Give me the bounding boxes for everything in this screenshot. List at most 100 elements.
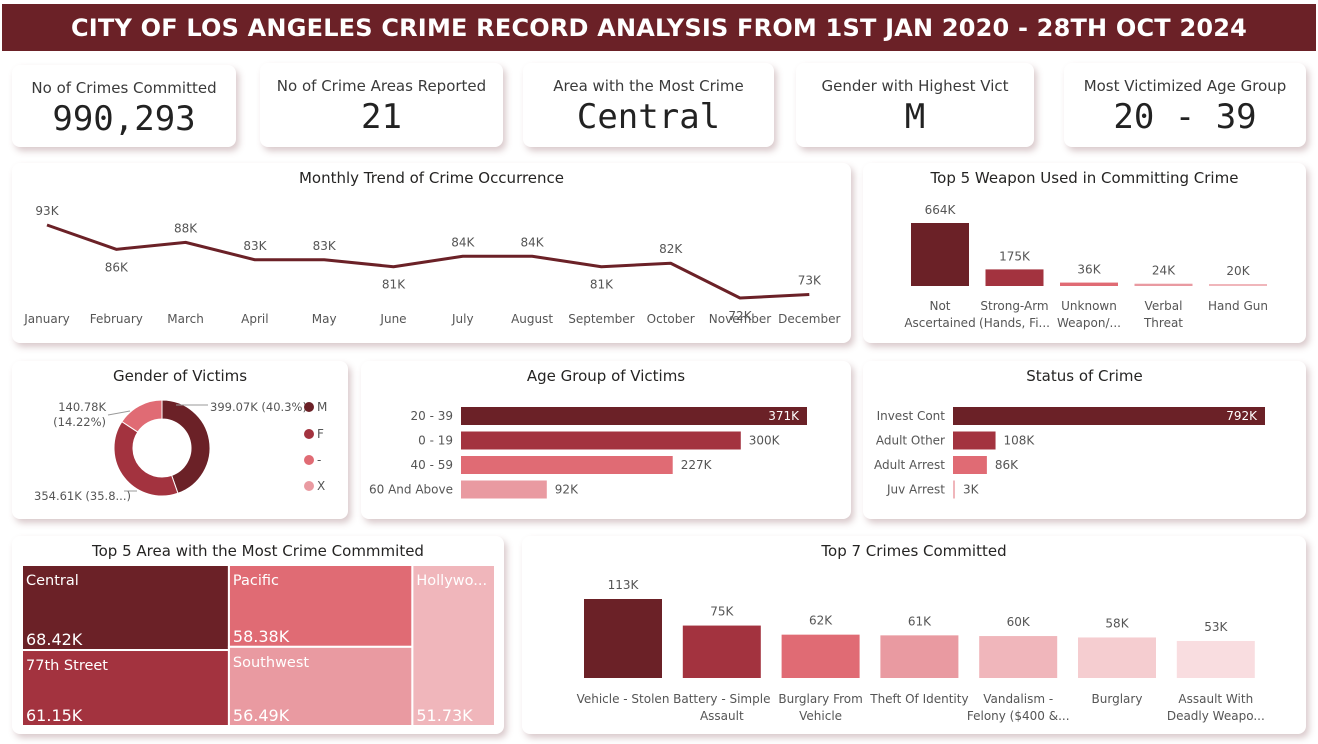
data-label: 140.78K (14.22%) (53, 400, 106, 429)
data-label: 792K (1226, 409, 1258, 423)
data-label: 53K (1204, 620, 1228, 634)
data-label: 83K (313, 239, 337, 253)
x-tick-label: Vandalism -Felony ($400 &... (967, 692, 1070, 723)
data-label: 24K (1152, 264, 1176, 278)
kpi-value: M (904, 97, 926, 137)
kpi-value: 21 (361, 97, 402, 137)
kpi-label: Area with the Most Crime (553, 77, 744, 95)
monthly-trend-chart: 93K January 86K February 88K March 83K April 83K… (23, 204, 840, 326)
treemap-cell (227, 564, 414, 648)
y-tick-label: 0 - 19 (418, 434, 453, 448)
bar (781, 634, 860, 678)
data-label: 3K (963, 483, 980, 497)
age-title: Age Group of Victims (526, 367, 686, 385)
bar (1209, 284, 1267, 286)
x-tick-label: July (451, 312, 474, 326)
y-tick-label: Juv Arrest (886, 483, 945, 497)
x-tick-label: Not Ascertained (904, 299, 975, 330)
kpi-label: Gender with Highest Vict (821, 77, 1009, 95)
bar (1078, 637, 1156, 678)
kpi-crimes-committed: No of Crimes Committed 990,293 (12, 65, 236, 147)
bar (1176, 640, 1255, 678)
data-label: 399.07K (40.3%) (210, 400, 307, 414)
areas-card: Top 5 Area with the Most Crime Commmited… (12, 536, 504, 734)
donut-slice (113, 420, 179, 497)
data-label: 20K (1226, 264, 1250, 278)
x-tick-label: May (312, 312, 337, 326)
crimes-card: Top 7 Crimes Committed 113K Vehicle - Sto… (522, 536, 1306, 734)
bar (584, 599, 662, 678)
kpi-label: No of Crimes Committed (31, 79, 217, 97)
bar (953, 456, 987, 474)
x-tick-label: April (241, 312, 268, 326)
status-card: Status of Crime Invest Cont 792K Adult Oth… (863, 361, 1306, 519)
legend-label: F (317, 427, 324, 441)
data-label: 81K (590, 278, 614, 292)
x-tick-label: February (90, 312, 143, 326)
data-label: 175K (999, 249, 1031, 263)
treemap-cell (21, 564, 230, 652)
x-tick-label: Battery - Simple Assault (673, 692, 770, 723)
kpi-value: 20 - 39 (1113, 97, 1257, 137)
kpi-value: Central (576, 97, 721, 137)
x-tick-label: Burglary (1092, 692, 1143, 706)
y-tick-label: Adult Arrest (874, 458, 945, 472)
y-tick-label: Adult Other (876, 434, 945, 448)
kpi-value: 990,293 (52, 99, 196, 139)
data-label: 73K (798, 274, 822, 288)
kpi-most-crime-area: Area with the Most Crime Central (523, 63, 774, 147)
weapons-card: Top 5 Weapon Used in Committing Crime 66… (863, 163, 1306, 343)
weapons-chart: 664K Not Ascertained 175K Strong-Arm (Hands, … (904, 203, 1268, 330)
areas-treemap: Central 68.42K 77th Street 61.15K Pacific 58.… (21, 564, 496, 727)
bar (682, 625, 761, 678)
x-tick-label: December (778, 312, 840, 326)
age-chart: 20 - 39 371K 0 - 19 300K 40 - 59 227K 60 And A… (369, 407, 807, 499)
data-label: 227K (681, 458, 713, 472)
monthly-trend-title: Monthly Trend of Crime Occurrence (298, 169, 565, 187)
treemap-value: 58.38K (233, 627, 290, 646)
gender-card: Gender of Victims 399.07K (40.3%) 354.61K… (12, 361, 348, 519)
x-tick-label: November (709, 312, 771, 326)
x-tick-label: October (647, 312, 695, 326)
x-tick-label: January (23, 312, 70, 326)
monthly-trend-card: Monthly Trend of Crime Occurrence 93K Jan… (12, 163, 851, 343)
data-label: 61K (908, 614, 932, 628)
x-tick-label: August (511, 312, 553, 326)
treemap-label: Central (26, 573, 79, 589)
data-label: 62K (809, 614, 833, 628)
x-tick-label: March (167, 312, 204, 326)
bar (461, 407, 807, 425)
treemap-label: Pacific (233, 573, 279, 589)
age-card: Age Group of Victims 20 - 39 371K 0 - 19 30… (361, 361, 851, 519)
data-label: 88K (174, 221, 198, 235)
data-label: 86K (105, 260, 129, 274)
status-title: Status of Crime (1026, 367, 1143, 385)
gender-chart: 399.07K (40.3%) 354.61K (35.8...) 140.78K(… (34, 399, 327, 503)
bar (1060, 282, 1118, 286)
legend-marker (304, 402, 314, 412)
bar (461, 480, 547, 499)
data-label: 58K (1105, 616, 1129, 630)
x-tick-label: Burglary From Vehicle (778, 692, 862, 723)
crimes-chart: 113K Vehicle - Stolen 75K Battery - Simple A… (577, 578, 1265, 723)
treemap-cell (227, 645, 414, 727)
x-tick-label: Verbal Threat (1143, 299, 1183, 330)
bar (979, 636, 1058, 678)
data-label: 82K (659, 242, 683, 256)
data-label: 93K (35, 204, 59, 218)
leader-line (107, 410, 131, 416)
kpi-label: Most Victimized Age Group (1083, 77, 1287, 95)
kpi-most-victimized-age: Most Victimized Age Group 20 - 39 (1064, 63, 1306, 147)
treemap-cell (411, 564, 496, 727)
x-tick-label: Unknown Weapon/... (1057, 299, 1121, 330)
data-label: 36K (1077, 263, 1101, 277)
data-label: 84K (521, 235, 545, 249)
data-label: 92K (555, 483, 579, 497)
treemap-label: Hollywo... (416, 573, 487, 589)
data-label: 108K (1004, 434, 1036, 448)
treemap-cell (21, 649, 230, 727)
x-tick-label: Hand Gun (1208, 299, 1268, 313)
legend-label: X (317, 479, 325, 493)
y-tick-label: Invest Cont (877, 409, 946, 423)
bar (953, 480, 955, 499)
